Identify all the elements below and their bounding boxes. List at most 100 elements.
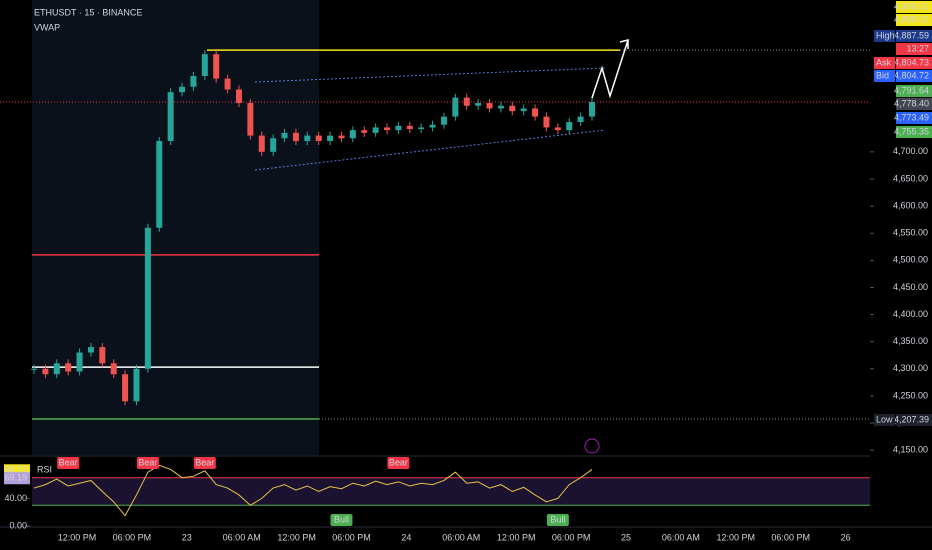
signal-label: Bear [59, 457, 78, 467]
session-shade [32, 0, 319, 455]
price-tag-label: 4,804.72 [894, 70, 929, 80]
signal-label: Bear [389, 457, 408, 467]
time-label: 12:00 PM [717, 532, 756, 542]
candle [235, 89, 242, 104]
rsi-tick-label: 69.19 [4, 473, 27, 483]
time-label: 06:00 PM [552, 532, 591, 542]
candle [110, 363, 117, 375]
time-label: 06:00 PM [771, 532, 810, 542]
price-tag [896, 85, 932, 97]
rsi-name: RSI [37, 464, 52, 474]
price-tag [896, 70, 932, 82]
price-tag-label: 4,888.02 [894, 1, 929, 11]
candle [87, 347, 94, 353]
price-tag-name: Ask [876, 57, 892, 67]
candle [31, 368, 37, 370]
time-label: 12:00 PM [497, 532, 536, 542]
candle [281, 132, 288, 139]
candle [372, 127, 379, 133]
candle [53, 363, 60, 375]
rsi-tick-label: 0.00 [9, 520, 27, 530]
signal-label: Bear [195, 457, 214, 467]
price-tag-name: Low [876, 414, 893, 424]
price-tag-label: 4,887.59 [894, 30, 929, 40]
candle [384, 127, 391, 131]
candle [122, 374, 129, 402]
candle [589, 101, 595, 117]
candle [543, 116, 550, 128]
price-tag [896, 43, 932, 55]
price-label: 4,150.00 [893, 444, 928, 454]
price-tag [896, 14, 932, 26]
channel [254, 67, 606, 171]
candle [520, 108, 527, 112]
signal-label: Bull [334, 514, 349, 524]
signal-badge [387, 457, 410, 469]
rsi-band [32, 477, 870, 506]
price-tag-name-bg [874, 414, 895, 426]
candle [156, 141, 163, 228]
price-tag [896, 414, 932, 426]
candle [338, 135, 345, 139]
price-label: 4,400.00 [893, 309, 928, 319]
rsi-tick-label: 80.73 [4, 465, 27, 475]
symbol-title: ETHUSDT · 15 · BINANCE [34, 7, 142, 17]
candle [554, 127, 561, 131]
price-tag [896, 57, 932, 69]
candle [577, 116, 584, 123]
signal-badge [546, 514, 569, 526]
price-label: 4,700.00 [893, 146, 928, 156]
time-label: 06:00 AM [442, 532, 480, 542]
alert-icon[interactable] [584, 438, 600, 454]
candle [270, 138, 277, 152]
price-tag-label: 4,773.49 [894, 112, 929, 122]
signal-badge [57, 457, 80, 469]
candle [99, 347, 106, 364]
rsi-tick-label: 40.00 [4, 493, 27, 503]
candle [133, 368, 140, 402]
price-tag-name-bg [874, 57, 895, 69]
rsi-line [33, 464, 593, 517]
time-label: 12:00 PM [58, 532, 97, 542]
candle [327, 135, 334, 142]
candle [201, 54, 208, 76]
candle [167, 92, 174, 142]
signal-badge [193, 457, 216, 469]
candle [497, 105, 504, 109]
time-label: 23 [182, 532, 192, 542]
candle [304, 135, 311, 142]
candle [475, 103, 482, 106]
time-label: 25 [621, 532, 631, 542]
price-label: 4,250.00 [893, 390, 928, 400]
candle [144, 227, 151, 369]
candle [509, 105, 516, 112]
time-label: 06:00 PM [113, 532, 152, 542]
price-label: 4,350.00 [893, 336, 928, 346]
candle [361, 130, 368, 133]
time-label: 26 [841, 532, 851, 542]
candle [349, 130, 356, 139]
time-label: 06:00 AM [223, 532, 261, 542]
candle [429, 124, 436, 128]
rsi-tag [4, 472, 30, 485]
price-tag-label: 13:27 [906, 43, 929, 53]
price-label: 4,600.00 [893, 200, 928, 210]
price-tag-label: 4,791.64 [894, 85, 929, 95]
candle [532, 108, 539, 117]
candle [190, 75, 197, 87]
price-tag-label: 4,804.73 [894, 57, 929, 67]
candle [258, 135, 265, 152]
price-tag [896, 30, 932, 42]
candle [440, 116, 447, 125]
candle [224, 78, 231, 90]
price-tag-label: 4,888.02 [894, 14, 929, 24]
time-label: 06:00 AM [662, 532, 700, 542]
candle [292, 132, 299, 142]
candle [247, 103, 254, 136]
candle [179, 86, 186, 93]
candle [463, 97, 470, 106]
price-label: 4,500.00 [893, 255, 928, 265]
candle [213, 54, 220, 79]
price-tag-label: 4,207.39 [894, 414, 929, 424]
